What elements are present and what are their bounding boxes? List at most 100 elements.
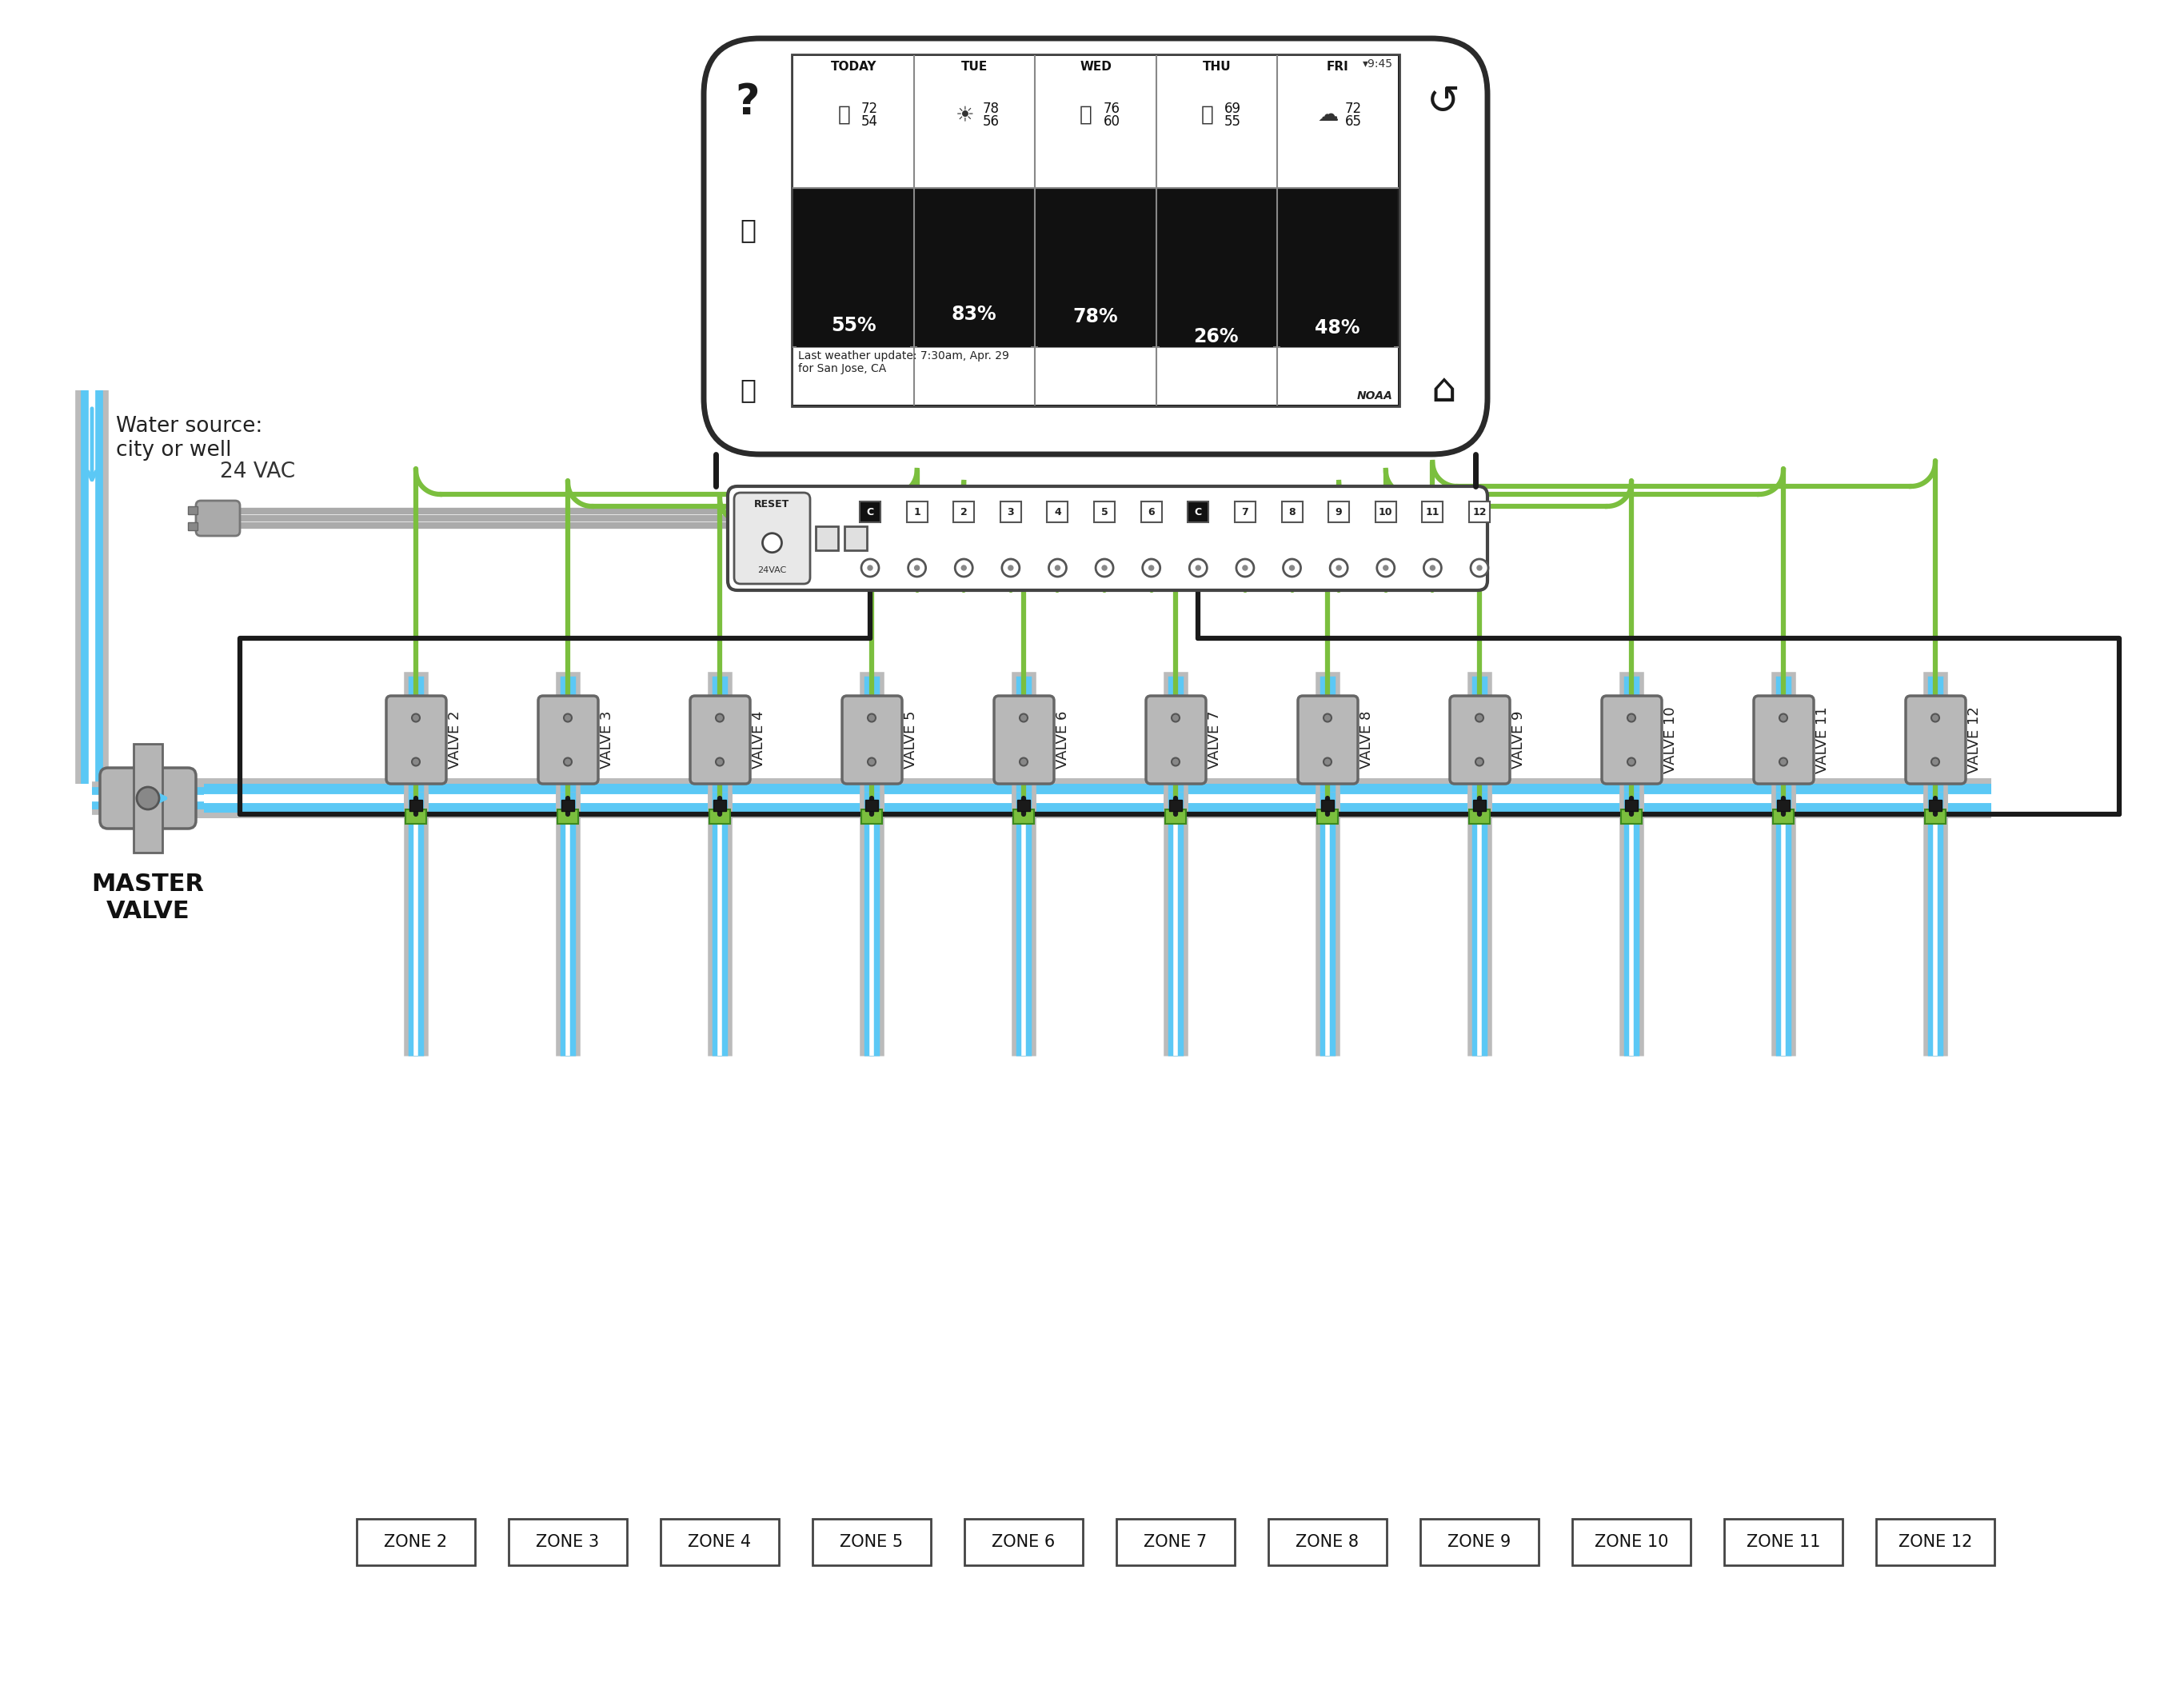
Circle shape xyxy=(1931,757,1939,766)
Bar xyxy=(710,810,729,824)
Bar xyxy=(965,1518,1083,1566)
Circle shape xyxy=(1627,713,1636,722)
Text: 9: 9 xyxy=(1334,507,1343,517)
Bar xyxy=(1773,810,1793,824)
Bar xyxy=(845,526,867,550)
Bar xyxy=(906,502,928,523)
Circle shape xyxy=(1103,565,1107,570)
Bar xyxy=(1876,1518,1994,1566)
Bar xyxy=(1018,800,1031,812)
Circle shape xyxy=(1171,713,1179,722)
Circle shape xyxy=(1627,757,1636,766)
Text: 55%: 55% xyxy=(830,317,876,335)
Bar xyxy=(797,260,911,347)
Bar xyxy=(1472,800,1485,812)
Text: VALVE 10: VALVE 10 xyxy=(1664,706,1677,773)
Circle shape xyxy=(915,565,919,570)
Text: THU: THU xyxy=(1201,61,1232,73)
FancyBboxPatch shape xyxy=(197,500,240,536)
Circle shape xyxy=(1780,713,1787,722)
Text: ☀: ☀ xyxy=(957,106,974,126)
Text: 10: 10 xyxy=(1378,507,1393,517)
Bar xyxy=(408,800,422,812)
Text: ☁: ☁ xyxy=(1317,106,1339,126)
Text: 3: 3 xyxy=(1007,507,1013,517)
Text: 60: 60 xyxy=(1103,114,1120,129)
Text: NOAA: NOAA xyxy=(1356,390,1393,402)
Text: 26%: 26% xyxy=(1192,327,1238,347)
Bar xyxy=(1317,810,1339,824)
Bar xyxy=(1278,189,1398,347)
Bar xyxy=(860,502,880,523)
Circle shape xyxy=(1055,565,1059,570)
Text: VALVE 9: VALVE 9 xyxy=(1511,711,1527,769)
Bar xyxy=(1924,810,1946,824)
Bar xyxy=(860,810,882,824)
Bar xyxy=(1000,502,1022,523)
Circle shape xyxy=(1476,565,1483,570)
FancyBboxPatch shape xyxy=(734,492,810,584)
Circle shape xyxy=(1376,558,1396,577)
Circle shape xyxy=(1009,565,1013,570)
Text: ⛅: ⛅ xyxy=(839,106,850,126)
Text: ?: ? xyxy=(736,82,760,123)
Circle shape xyxy=(867,713,876,722)
Bar xyxy=(188,523,197,531)
Bar xyxy=(406,810,426,824)
Bar xyxy=(1723,1518,1843,1566)
Text: 72: 72 xyxy=(1345,102,1363,116)
FancyBboxPatch shape xyxy=(727,487,1487,591)
Text: 54: 54 xyxy=(860,114,878,129)
Circle shape xyxy=(909,558,926,577)
Bar xyxy=(1328,502,1350,523)
Bar xyxy=(1625,800,1638,812)
Text: 7: 7 xyxy=(1241,507,1249,517)
Circle shape xyxy=(563,757,572,766)
Text: VALVE 2: VALVE 2 xyxy=(448,711,463,769)
Bar xyxy=(1928,800,1942,812)
Circle shape xyxy=(1289,565,1295,570)
Circle shape xyxy=(1324,757,1332,766)
Text: 1: 1 xyxy=(913,507,919,517)
FancyBboxPatch shape xyxy=(994,696,1055,785)
Text: 69: 69 xyxy=(1223,102,1241,116)
Bar xyxy=(557,810,579,824)
Bar xyxy=(1160,306,1273,347)
Bar xyxy=(660,1518,780,1566)
Circle shape xyxy=(1171,757,1179,766)
Circle shape xyxy=(1002,558,1020,577)
Bar xyxy=(1621,810,1642,824)
Bar xyxy=(1234,502,1256,523)
Circle shape xyxy=(1197,565,1201,570)
Bar xyxy=(917,216,1031,347)
Bar xyxy=(793,347,1398,405)
Circle shape xyxy=(1190,558,1208,577)
Text: ▾9:45: ▾9:45 xyxy=(1363,58,1393,70)
Bar xyxy=(1470,810,1489,824)
Text: Water source:
city or well: Water source: city or well xyxy=(116,415,262,461)
FancyBboxPatch shape xyxy=(1907,696,1966,785)
Text: ZONE 12: ZONE 12 xyxy=(1898,1534,1972,1551)
Circle shape xyxy=(1780,757,1787,766)
FancyBboxPatch shape xyxy=(843,696,902,785)
Text: 48%: 48% xyxy=(1315,318,1361,337)
Circle shape xyxy=(716,757,723,766)
Circle shape xyxy=(138,786,159,810)
Bar xyxy=(1280,272,1393,347)
Circle shape xyxy=(961,565,965,570)
Text: 8: 8 xyxy=(1289,507,1295,517)
Bar xyxy=(1140,502,1162,523)
Text: 📢: 📢 xyxy=(740,218,756,243)
Circle shape xyxy=(1476,713,1483,722)
Circle shape xyxy=(860,558,878,577)
Bar xyxy=(356,1518,476,1566)
Text: ZONE 2: ZONE 2 xyxy=(384,1534,448,1551)
Circle shape xyxy=(762,533,782,553)
FancyBboxPatch shape xyxy=(703,39,1487,454)
Circle shape xyxy=(1243,565,1247,570)
Text: VALVE 11: VALVE 11 xyxy=(1815,706,1830,773)
Text: C: C xyxy=(1195,507,1201,517)
Bar xyxy=(1321,800,1334,812)
Text: 78%: 78% xyxy=(1072,306,1118,327)
Bar xyxy=(1166,810,1186,824)
